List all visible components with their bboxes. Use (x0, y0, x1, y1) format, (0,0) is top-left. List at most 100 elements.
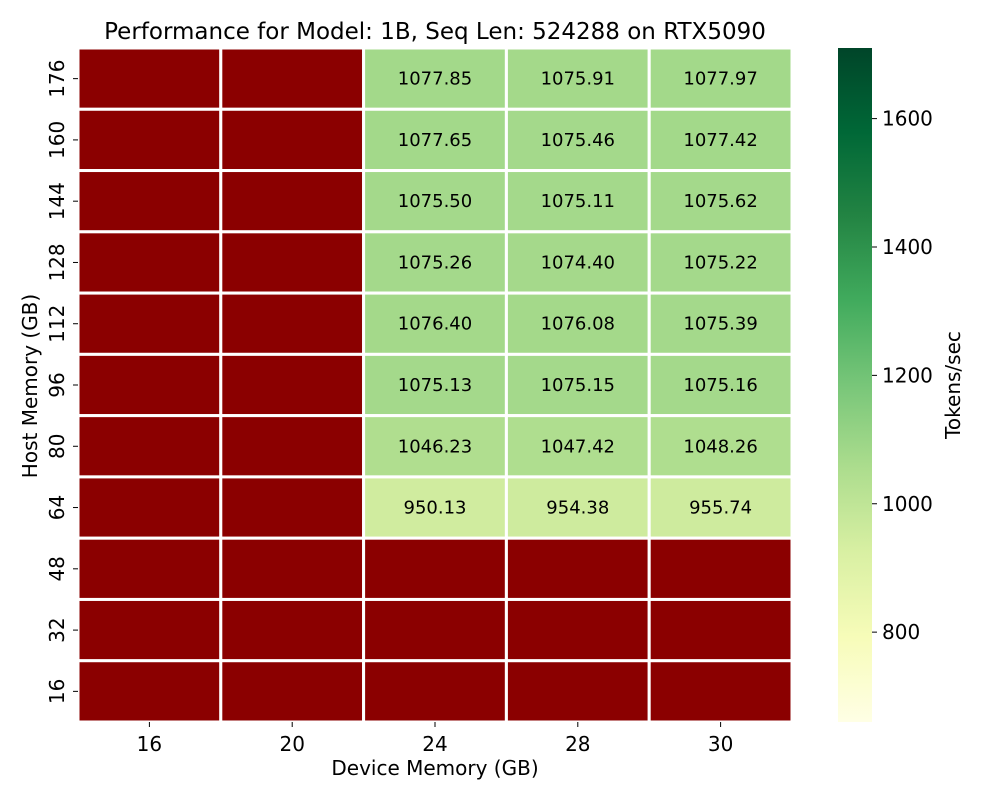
cell-value-label: 1077.42 (683, 130, 757, 151)
heatmap-cell (219, 659, 366, 724)
cell-value-label: 1076.08 (541, 314, 615, 335)
cell-value-label: 1075.39 (683, 314, 757, 335)
heatmap-cell (219, 107, 366, 173)
y-tick-label: 112 (45, 305, 69, 343)
heatmap-cell (219, 414, 366, 479)
y-tick-label: 32 (45, 617, 69, 642)
heatmap-cell (504, 659, 651, 724)
heatmap-cell (362, 230, 508, 295)
heatmap-cell (647, 475, 794, 540)
colorbar-tick-label: 1000 (882, 492, 933, 516)
cell-value-label: 955.74 (689, 498, 752, 519)
colorbar-tick-label: 1600 (882, 107, 933, 131)
y-tick-label: 80 (45, 434, 69, 459)
heatmap-cell (362, 414, 508, 479)
heatmap-cell (219, 536, 366, 601)
heatmap-cell (362, 475, 508, 540)
y-tick-label: 96 (45, 372, 69, 397)
cell-value-label: 1075.22 (683, 252, 757, 273)
y-tick-label: 64 (45, 495, 69, 520)
heatmap-cell (76, 597, 223, 663)
heatmap-cell (504, 291, 651, 356)
x-axis-label: Device Memory (GB) (331, 756, 538, 780)
cell-value-label: 1075.11 (541, 191, 615, 212)
cell-value-label: 950.13 (404, 498, 467, 519)
heatmap-cell (504, 536, 651, 601)
x-tick-label: 30 (708, 732, 733, 756)
heatmap-cell (647, 107, 794, 173)
heatmap-cell (219, 291, 366, 356)
cell-value-label: 1075.62 (683, 191, 757, 212)
heatmap-cell (76, 169, 223, 234)
y-tick-label: 160 (45, 121, 69, 159)
cell-value-label: 1075.16 (683, 375, 757, 396)
cell-value-label: 1075.15 (541, 375, 615, 396)
heatmap-cell (647, 414, 794, 479)
cell-value-label: 1077.97 (683, 69, 757, 90)
chart-title: Performance for Model: 1B, Seq Len: 5242… (104, 19, 766, 45)
colorbar-ticks: 800 1000 1200 1400 1600 (872, 107, 933, 644)
heatmap-cell (76, 475, 223, 540)
heatmap-cell (76, 352, 223, 418)
x-tick-label: 16 (137, 732, 162, 756)
x-tick-label: 28 (565, 732, 590, 756)
heatmap-cell (76, 536, 223, 601)
y-tick-labels: 176 160 144 128 112 96 80 64 48 32 16 (45, 60, 78, 704)
cell-value-label: 1075.26 (398, 252, 472, 273)
cell-value-label: 1077.65 (398, 130, 472, 151)
colorbar-tick-label: 800 (882, 620, 920, 644)
heatmap-cell (647, 352, 794, 418)
heatmap-cell (504, 597, 651, 663)
heatmap-cell (504, 414, 651, 479)
heatmap-cell (76, 414, 223, 479)
heatmap-cell (504, 352, 651, 418)
heatmap-cell (362, 536, 508, 601)
y-tick-label: 128 (45, 243, 69, 281)
heatmap-cell (219, 352, 366, 418)
cell-value-label: 1074.40 (541, 252, 615, 273)
y-axis-label: Host Memory (GB) (18, 294, 42, 478)
y-tick-label: 16 (45, 679, 69, 704)
heatmap-cell (362, 46, 508, 111)
cell-value-label: 1047.42 (541, 436, 615, 457)
heatmap-cell (76, 659, 223, 724)
heatmap-cell (219, 475, 366, 540)
colorbar-tick-label: 1200 (882, 363, 933, 387)
heatmap-cell (647, 659, 794, 724)
cell-value-label: 1075.91 (541, 69, 615, 90)
x-tick-labels: 16 20 24 28 30 (137, 722, 733, 756)
heatmap-cell (219, 169, 366, 234)
cell-value-label: 1046.23 (398, 436, 472, 457)
heatmap-cell (219, 597, 366, 663)
heatmap-cell (219, 230, 366, 295)
heatmap-cell (647, 230, 794, 295)
heatmap-cell (647, 597, 794, 663)
cell-value-label: 1077.85 (398, 69, 472, 90)
heatmap-cell (647, 536, 794, 601)
heatmap-cell (362, 659, 508, 724)
cell-value-label: 1048.26 (683, 436, 757, 457)
cell-value-label: 954.38 (546, 498, 609, 519)
heatmap-cell (219, 46, 366, 111)
heatmap-cell (76, 230, 223, 295)
y-tick-label: 144 (45, 182, 69, 220)
colorbar-tick-label: 1400 (882, 235, 933, 259)
x-tick-label: 20 (279, 732, 304, 756)
colorbar (838, 48, 872, 722)
cell-value-label: 1075.46 (541, 130, 615, 151)
heatmap-cells: 1077.85 1075.91 1077.97 1077.65 1075.46 1077.… (76, 46, 794, 724)
heatmap-cell (76, 46, 223, 111)
y-tick-label: 176 (45, 60, 69, 98)
heatmap-cell (362, 597, 508, 663)
heatmap-cell (362, 352, 508, 418)
heatmap-cell (504, 169, 651, 234)
cell-value-label: 1075.13 (398, 375, 472, 396)
heatmap-cell (504, 475, 651, 540)
heatmap-cell (76, 107, 223, 173)
colorbar-label: Tokens/sec (941, 331, 965, 440)
y-tick-label: 48 (45, 556, 69, 581)
cell-value-label: 1076.40 (398, 314, 472, 335)
cell-value-label: 1075.50 (398, 191, 472, 212)
x-tick-label: 24 (422, 732, 447, 756)
